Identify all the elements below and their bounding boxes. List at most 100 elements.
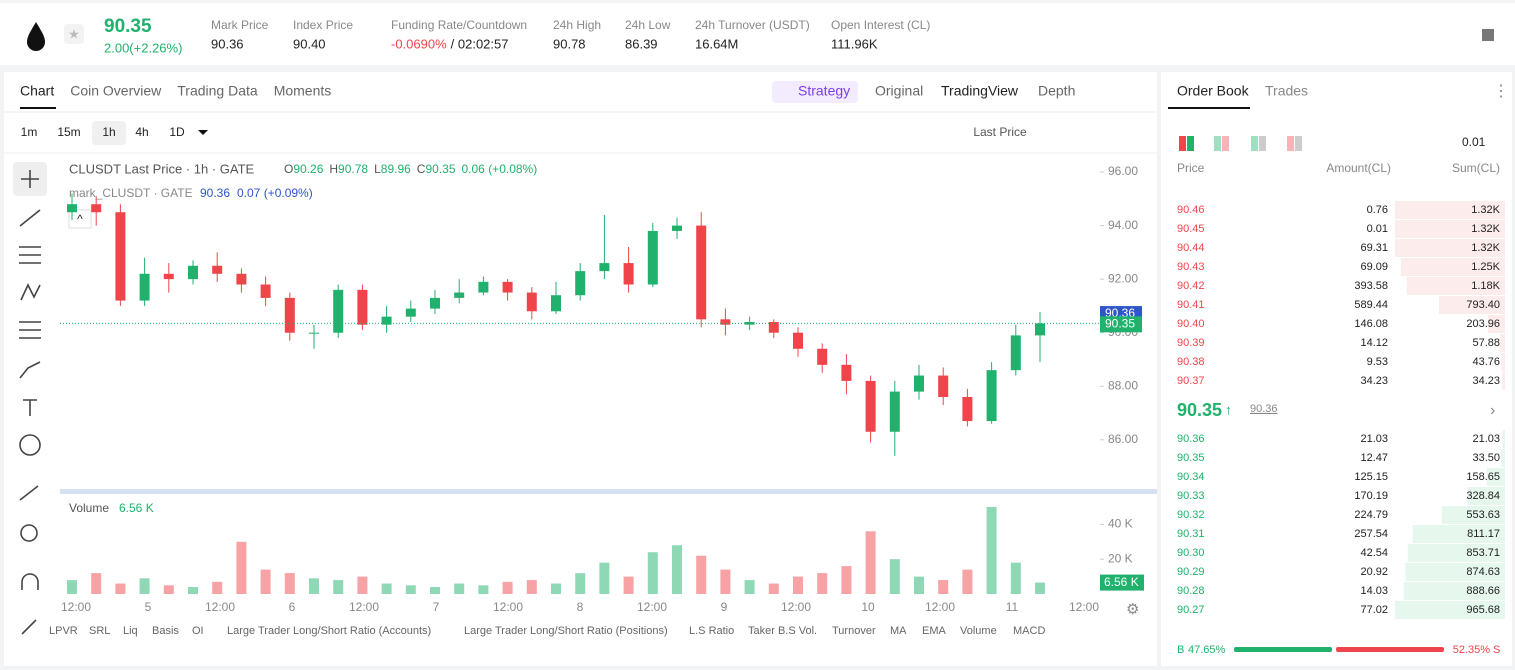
favorite-button[interactable]: [64, 24, 84, 44]
candle-body: [212, 265, 223, 274]
ob-amount: 77.02: [1360, 604, 1388, 616]
candle-body: [696, 225, 707, 320]
indicator[interactable]: Taker B.S Vol.: [748, 625, 817, 637]
volume-bar: [696, 555, 707, 594]
interval[interactable]: 1D: [169, 125, 185, 139]
candle-body: [793, 332, 803, 349]
strategy-badge[interactable]: [772, 81, 858, 103]
ob-price: 90.28: [1177, 585, 1205, 597]
interval[interactable]: 1h: [102, 125, 115, 139]
chevron[interactable]: ›: [1490, 402, 1495, 419]
view-tab[interactable]: TradingView: [941, 83, 1019, 99]
volume-bar: [478, 585, 489, 594]
ob-price: 90.33: [1177, 490, 1205, 502]
depth-mode-icons[interactable]: [1179, 136, 1302, 151]
legend-mark-change: 0.07 (+0.09%): [237, 186, 313, 200]
indicator[interactable]: Basis: [152, 625, 179, 637]
stat-value: 90.36: [211, 36, 244, 51]
view-tab[interactable]: Original: [875, 83, 923, 99]
precision[interactable]: 0.01: [1462, 135, 1486, 149]
depth-bar: [1502, 430, 1505, 448]
header-change: 2.00(+2.26%): [104, 40, 182, 55]
candle-body: [333, 289, 344, 333]
left-toolbar[interactable]: [19, 170, 41, 635]
stat-label: Index Price: [293, 18, 353, 32]
ob-sum: 328.84: [1466, 490, 1500, 502]
volume-bar: [333, 580, 344, 594]
indicator[interactable]: SRL: [89, 625, 110, 637]
candle-body: [236, 273, 247, 285]
book-icon[interactable]: [1482, 29, 1494, 41]
indicator[interactable]: MA: [890, 625, 907, 637]
candle-body: [914, 375, 924, 392]
indicator[interactable]: Volume: [960, 625, 997, 637]
indicator[interactable]: EMA: [922, 625, 947, 637]
volume-bar: [526, 580, 537, 594]
dropdown-arrow[interactable]: [198, 130, 208, 135]
candle-body: [381, 316, 392, 325]
volume-bar: [938, 580, 949, 594]
y-tick-label: 96.00: [1108, 164, 1138, 178]
price-type[interactable]: Last Price: [973, 125, 1027, 139]
interval[interactable]: 4h: [135, 125, 148, 139]
stat-value: 86.39: [625, 36, 658, 51]
indicator[interactable]: Liq: [123, 625, 138, 637]
volume-bar: [115, 583, 126, 594]
ob-sum: 1.32K: [1471, 242, 1500, 254]
indicator[interactable]: L.S Ratio: [689, 625, 734, 637]
volume-bar: [744, 580, 755, 594]
ob-price: 90.43: [1177, 261, 1205, 273]
col-header: Price: [1177, 161, 1205, 175]
ob-tab[interactable]: Order Book: [1177, 83, 1250, 99]
settings-icon[interactable]: ⚙: [1126, 601, 1139, 618]
volume-bar: [454, 583, 465, 594]
interval[interactable]: 1m: [21, 125, 38, 139]
stat-label: Funding Rate/Countdown: [391, 18, 527, 32]
ob-price: 90.45: [1177, 223, 1205, 235]
ob-amount: 69.31: [1360, 242, 1388, 254]
collapse-button[interactable]: [68, 209, 92, 229]
volume-bar: [914, 576, 924, 594]
indicator[interactable]: Large Trader Long/Short Ratio (Positions…: [464, 625, 668, 637]
ob-sum: 1.18K: [1471, 280, 1500, 292]
volume-bar: [188, 587, 198, 594]
ob-sum: 965.68: [1466, 604, 1500, 616]
ob-sum: 1.25K: [1471, 261, 1500, 273]
ob-sum: 793.40: [1466, 299, 1500, 311]
ob-amount: 20.92: [1360, 566, 1388, 578]
indicator[interactable]: Large Trader Long/Short Ratio (Accounts): [227, 625, 431, 637]
candle-body: [1035, 323, 1045, 336]
indicator[interactable]: OI: [192, 625, 204, 637]
depth-bar: [1488, 315, 1505, 333]
stat-value: -0.0690%: [391, 36, 447, 51]
chart-tab[interactable]: Trading Data: [177, 83, 258, 99]
chart-tab[interactable]: Chart: [20, 83, 54, 99]
ob-tab[interactable]: Trades: [1265, 83, 1308, 99]
x-tick-label: 7: [433, 600, 440, 614]
y-tick-label: 92.00: [1108, 271, 1138, 285]
interval[interactable]: 15m: [57, 125, 80, 139]
indicator[interactable]: LPVR: [49, 625, 78, 637]
ob-price: 90.42: [1177, 280, 1205, 292]
indicator[interactable]: Turnover: [832, 625, 876, 637]
chart-tab[interactable]: Moments: [274, 83, 332, 99]
stat-label: 24h Turnover (USDT): [695, 18, 810, 32]
view-tab[interactable]: Strategy: [798, 83, 850, 99]
volume-tick-label: 20 K: [1108, 551, 1133, 565]
depth-bar: [1501, 449, 1505, 467]
view-tab[interactable]: Depth: [1038, 83, 1075, 99]
ob-sum: 43.76: [1472, 356, 1500, 368]
candle-body: [405, 308, 416, 317]
volume-bar: [647, 552, 658, 594]
indicator[interactable]: MACD: [1013, 625, 1045, 637]
last-price-label: 90.35: [1105, 317, 1135, 331]
ob-sum: 34.23: [1472, 375, 1500, 387]
volume-tick-label: 40 K: [1108, 517, 1133, 531]
candle-body: [889, 391, 900, 432]
ob-amount: 21.03: [1360, 433, 1388, 445]
chart-tab[interactable]: Coin Overview: [70, 83, 162, 99]
candle-body: [526, 292, 537, 312]
legend-key: O: [284, 162, 293, 176]
volume-bar: [889, 559, 900, 594]
more-menu[interactable]: ⋮: [1493, 83, 1509, 100]
